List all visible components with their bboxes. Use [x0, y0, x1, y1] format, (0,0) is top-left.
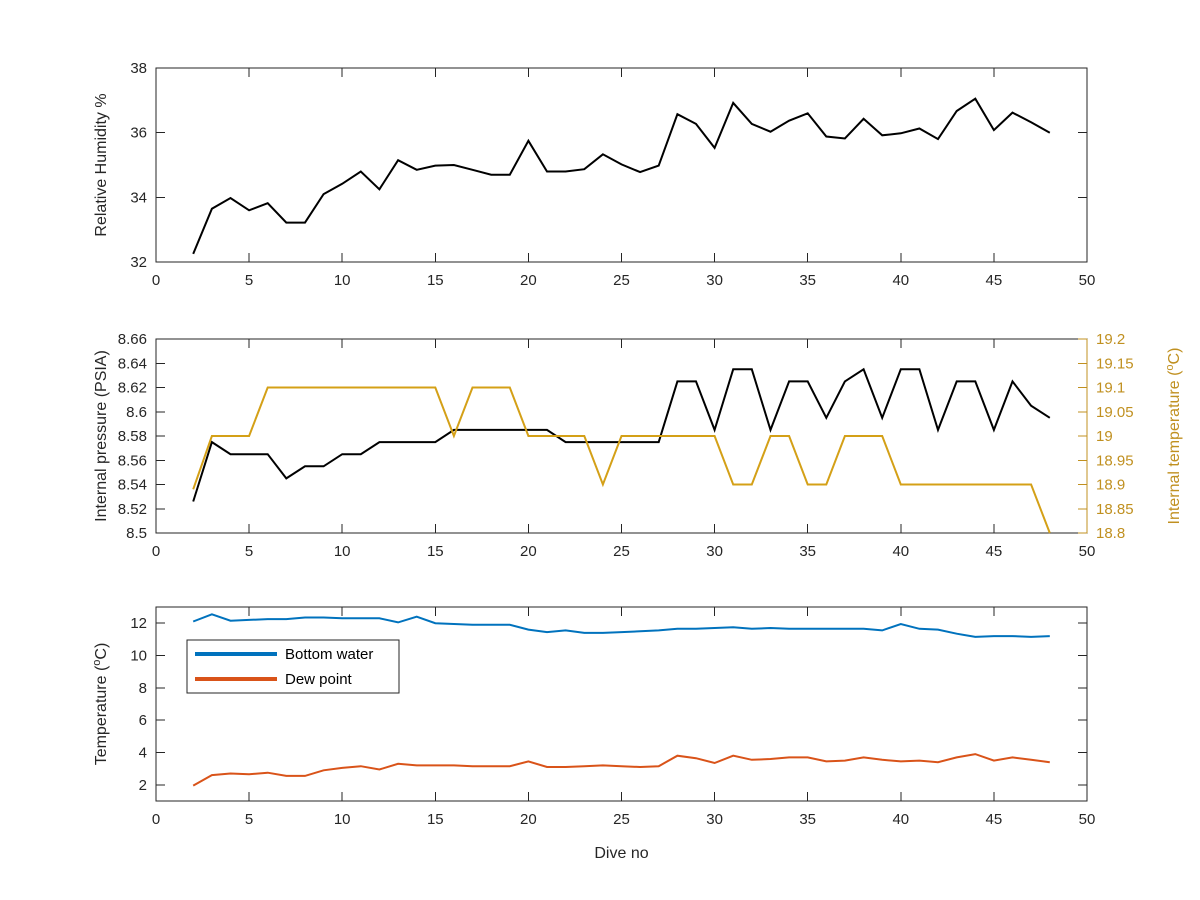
x-tick-label: 5 [245, 811, 253, 828]
y2-tick-label: 18.85 [1096, 501, 1134, 518]
y-axis-label: Relative Humidity % [93, 93, 110, 236]
legend-label: Bottom water [285, 646, 373, 663]
x-tick-label: 35 [799, 272, 816, 289]
y-tick-label: 6 [139, 712, 147, 729]
x-tick-label: 25 [613, 811, 630, 828]
series-line-0 [192, 613, 1050, 638]
x-tick-label: 20 [520, 543, 537, 560]
x-tick-label: 50 [1079, 543, 1096, 560]
series-line-1 [192, 753, 1050, 787]
y-tick-label: 8.52 [118, 501, 147, 518]
y-tick-label: 32 [130, 254, 147, 271]
y-tick-label: 4 [139, 745, 147, 762]
y2-tick-label: 19 [1096, 428, 1113, 445]
y-tick-label: 8.6 [126, 404, 147, 421]
humidity-panel: 0 5 10 15 20 25 30 35 40 45 50 32 34 36 38 Relative Hum… [93, 60, 1095, 289]
x-tick-label: 45 [986, 272, 1003, 289]
x-tick-label: 10 [334, 543, 351, 560]
x-tick-label: 0 [152, 272, 160, 289]
y-tick-label: 8.5 [126, 525, 147, 542]
x-tick-label: 10 [334, 272, 351, 289]
x-tick-label: 40 [892, 272, 909, 289]
x-tick-label: 45 [986, 811, 1003, 828]
y2-tick-label: 19.05 [1096, 404, 1134, 421]
pressure-temperature-panel: 0 5 10 15 20 25 30 35 40 45 50 8.5 8.52 8.54 8.56 8.58 8… [93, 331, 1183, 560]
y-tick-label: 8.56 [118, 452, 147, 469]
x-tick-label: 15 [427, 543, 444, 560]
series-line-0 [192, 97, 1051, 255]
x-tick-label: 40 [892, 543, 909, 560]
x-tick-label: 30 [706, 811, 723, 828]
y-tick-label: 2 [139, 777, 147, 794]
y-axis-label: Internal pressure (PSIA) [93, 350, 110, 522]
x-tick-label: 10 [334, 811, 351, 828]
x-tick-label: 5 [245, 543, 253, 560]
y-tick-label: 8.58 [118, 428, 147, 445]
y2-tick-label: 18.8 [1096, 525, 1125, 542]
x-tick-label: 50 [1079, 811, 1096, 828]
y-tick-label: 10 [130, 648, 147, 665]
legend-label: Dew point [285, 671, 353, 688]
x-tick-label: 35 [799, 543, 816, 560]
x-tick-label: 40 [892, 811, 909, 828]
x-tick-label: 35 [799, 811, 816, 828]
y-tick-label: 8.66 [118, 331, 147, 348]
series-line-0 [192, 367, 1051, 502]
x-tick-label: 5 [245, 272, 253, 289]
x-tick-label: 0 [152, 543, 160, 560]
x-tick-label: 15 [427, 272, 444, 289]
axes-box [155, 606, 1088, 802]
y2-axis-label: Internal temperature (oC) [1164, 348, 1183, 525]
x-axis-label: Dive no [594, 845, 648, 862]
x-tick-label: 30 [706, 272, 723, 289]
y2-tick-label: 19.1 [1096, 380, 1125, 397]
x-tick-label: 20 [520, 272, 537, 289]
y2-tick-label: 19.15 [1096, 355, 1134, 372]
y-tick-label: 38 [130, 60, 147, 77]
y2-tick-label: 18.95 [1096, 452, 1134, 469]
y-tick-label: 8.62 [118, 380, 147, 397]
y-tick-label: 12 [130, 615, 147, 632]
y-tick-label: 8.64 [118, 355, 147, 372]
y2-tick-label: 18.9 [1096, 477, 1125, 494]
x-tick-label: 20 [520, 811, 537, 828]
y-tick-label: 8.54 [118, 477, 147, 494]
x-tick-label: 25 [613, 543, 630, 560]
legend-box [186, 639, 400, 694]
series-line-1 [192, 386, 1051, 534]
x-tick-label: 45 [986, 543, 1003, 560]
x-tick-label: 15 [427, 811, 444, 828]
x-tick-label: 0 [152, 811, 160, 828]
y-tick-label: 34 [130, 189, 147, 206]
x-tick-label: 25 [613, 272, 630, 289]
x-tick-label: 50 [1079, 272, 1096, 289]
y-axis-label: Temperature (oC) [91, 643, 110, 766]
x-tick-label: 30 [706, 543, 723, 560]
y-tick-label: 8 [139, 680, 147, 697]
legend: Bottom water Dew point [186, 639, 400, 694]
y-tick-label: 36 [130, 125, 147, 142]
temperature-panel: 0 5 10 15 20 25 30 35 40 45 50 2 4 6 8 10 12 Temperature … [91, 606, 1096, 862]
y2-tick-label: 19.2 [1096, 331, 1125, 348]
